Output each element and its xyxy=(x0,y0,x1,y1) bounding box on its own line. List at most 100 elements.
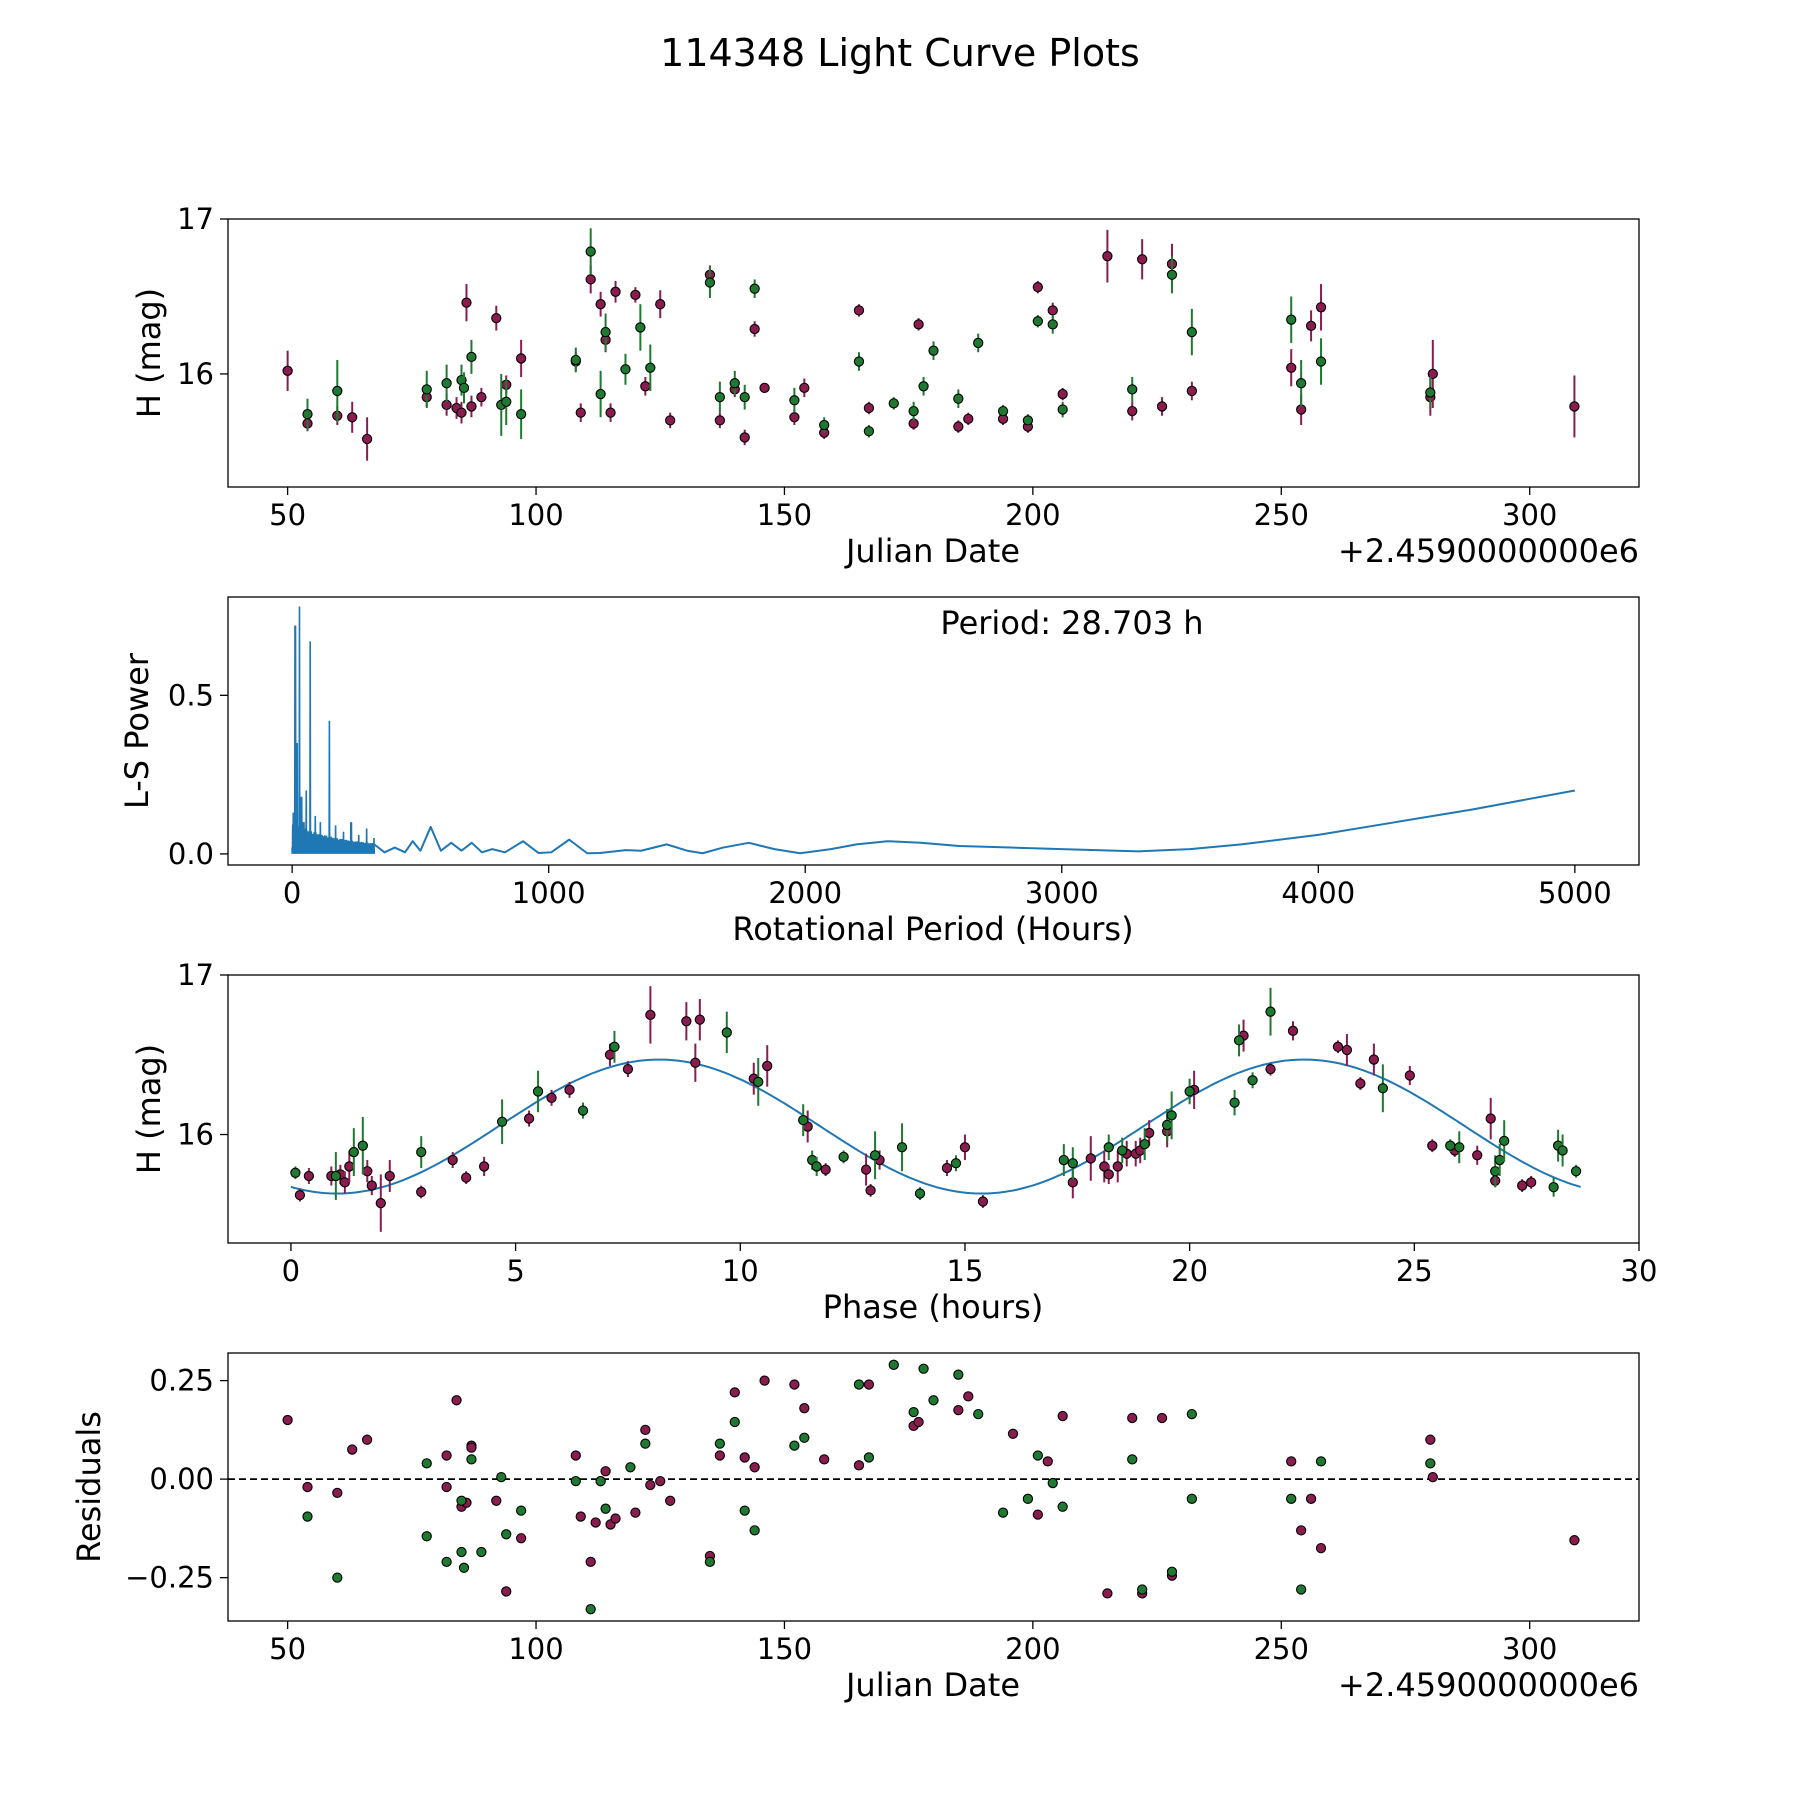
residuals-point xyxy=(1286,1456,1297,1467)
phased-point xyxy=(838,1151,849,1163)
phased-point xyxy=(977,1196,989,1207)
phased-point xyxy=(1058,1154,1069,1166)
lightcurve-point xyxy=(665,415,676,426)
lightcurve-point xyxy=(1032,316,1043,327)
periodogram-xtick-label: 4000 xyxy=(1281,876,1355,910)
periodogram-ytick-label: 0.0 xyxy=(168,837,214,871)
residuals-point xyxy=(625,1462,636,1473)
phased-xtick-label: 15 xyxy=(947,1254,984,1288)
residuals-panel: 50 100 150 200 250 300 0.25 0.00 −0.25 Julian Da… xyxy=(70,1352,1640,1704)
phased-point xyxy=(645,1009,656,1021)
residuals-xtick-label: 300 xyxy=(1502,1632,1557,1666)
phased-point xyxy=(1377,1083,1389,1094)
phased-point xyxy=(1485,1113,1496,1124)
phased-point xyxy=(577,1105,589,1116)
residuals-ytick-label: 0.00 xyxy=(149,1462,214,1496)
lightcurve-point xyxy=(1137,254,1148,265)
lightcurve-xtick-label: 200 xyxy=(1005,498,1060,532)
phased-point xyxy=(1332,1041,1344,1052)
residuals-point xyxy=(1296,1525,1307,1536)
residuals-point xyxy=(1032,1450,1043,1461)
lightcurve-point xyxy=(282,365,293,376)
lightcurve-xtick-label: 50 xyxy=(269,498,306,532)
residuals-xtick-label: 50 xyxy=(269,1632,306,1666)
phased-xtick-label: 5 xyxy=(506,1254,524,1288)
phased-point xyxy=(1427,1140,1438,1151)
phased-point xyxy=(330,1170,341,1182)
phased-point xyxy=(798,1115,809,1126)
phased-point xyxy=(1490,1166,1501,1177)
phased-point xyxy=(294,1189,306,1201)
phased-point xyxy=(1067,1158,1078,1169)
residuals-point xyxy=(640,1438,651,1449)
residuals-point xyxy=(789,1440,800,1451)
residuals-point xyxy=(456,1546,467,1558)
lightcurve-point xyxy=(928,345,939,356)
phased-point xyxy=(362,1166,373,1177)
phased-point xyxy=(622,1063,634,1075)
phased-point xyxy=(1355,1078,1366,1089)
phased-point xyxy=(609,1041,620,1052)
residuals-point xyxy=(739,1505,750,1516)
residuals-xtick-label: 250 xyxy=(1254,1632,1309,1666)
periodogram-xtick-label: 5000 xyxy=(1538,876,1612,910)
lightcurve-xtick-label: 150 xyxy=(757,498,812,532)
residuals-point xyxy=(501,1586,512,1597)
phased-xlabel: Phase (hours) xyxy=(823,1288,1044,1326)
periodogram-ytick-label: 0.5 xyxy=(168,678,214,712)
residuals-point xyxy=(570,1450,581,1461)
residuals-marks xyxy=(228,1359,1639,1615)
residuals-point xyxy=(1042,1456,1053,1467)
residuals-point xyxy=(665,1495,676,1506)
lightcurve-point xyxy=(1166,269,1178,280)
phased-point xyxy=(1557,1145,1568,1156)
lightcurve-point xyxy=(1286,314,1297,325)
lightcurve-point xyxy=(729,378,740,389)
lightcurve-point xyxy=(997,405,1009,417)
residuals-point xyxy=(496,1471,507,1483)
phased-point xyxy=(564,1084,575,1096)
lightcurve-point xyxy=(302,409,313,420)
residuals-xtick-label: 200 xyxy=(1005,1632,1060,1666)
lightcurve-point xyxy=(1315,302,1327,313)
residuals-point xyxy=(441,1450,452,1461)
residuals-point xyxy=(1296,1584,1307,1595)
residuals-point xyxy=(458,1562,470,1573)
residuals-point xyxy=(421,1458,432,1469)
phased-marks xyxy=(290,986,1582,1232)
phased-point xyxy=(694,1014,705,1025)
phased-point xyxy=(1499,1135,1510,1147)
residuals-point xyxy=(1305,1493,1317,1504)
phased-point xyxy=(1517,1180,1528,1191)
lightcurve-point xyxy=(585,246,596,257)
phased-point xyxy=(1085,1153,1096,1164)
lightcurve-point xyxy=(789,395,800,406)
lightcurve-point xyxy=(466,351,477,363)
periodogram-xlabel: Rotational Period (Hours) xyxy=(732,910,1133,948)
residuals-point xyxy=(1137,1584,1148,1595)
lightcurve-offset-text: +2.4590000000e6 xyxy=(1338,532,1639,570)
lightcurve-point xyxy=(570,354,581,366)
phased-ylabel: H (mag) xyxy=(130,1044,168,1174)
phased-ytick-label: 16 xyxy=(177,1118,214,1152)
phased-panel: 0 5 10 15 20 25 30 16 17 Phase (hours) H (mag) xyxy=(130,958,1657,1326)
residuals-point xyxy=(1427,1471,1438,1483)
lightcurve-point xyxy=(1022,415,1034,426)
residuals-point xyxy=(739,1452,750,1463)
phased-point xyxy=(1247,1075,1258,1086)
phased-point xyxy=(941,1162,953,1174)
lightcurve-point xyxy=(1286,362,1297,373)
residuals-point xyxy=(1102,1588,1113,1599)
phased-ytick-label: 17 xyxy=(177,958,214,992)
lightcurve-xtick-label: 300 xyxy=(1502,498,1557,532)
residuals-point xyxy=(1127,1454,1138,1465)
residuals-point xyxy=(1032,1509,1043,1520)
phased-point xyxy=(1368,1054,1380,1065)
periodogram-ticks: 0 1000 2000 3000 4000 5000 0.0 0.5 xyxy=(168,678,1612,910)
periodogram-line xyxy=(373,789,1576,855)
residuals-point xyxy=(570,1475,581,1487)
phased-point xyxy=(1103,1142,1114,1153)
periodogram-ylabel: L-S Power xyxy=(118,652,156,809)
residuals-point xyxy=(918,1363,929,1374)
residuals-point xyxy=(789,1379,800,1390)
